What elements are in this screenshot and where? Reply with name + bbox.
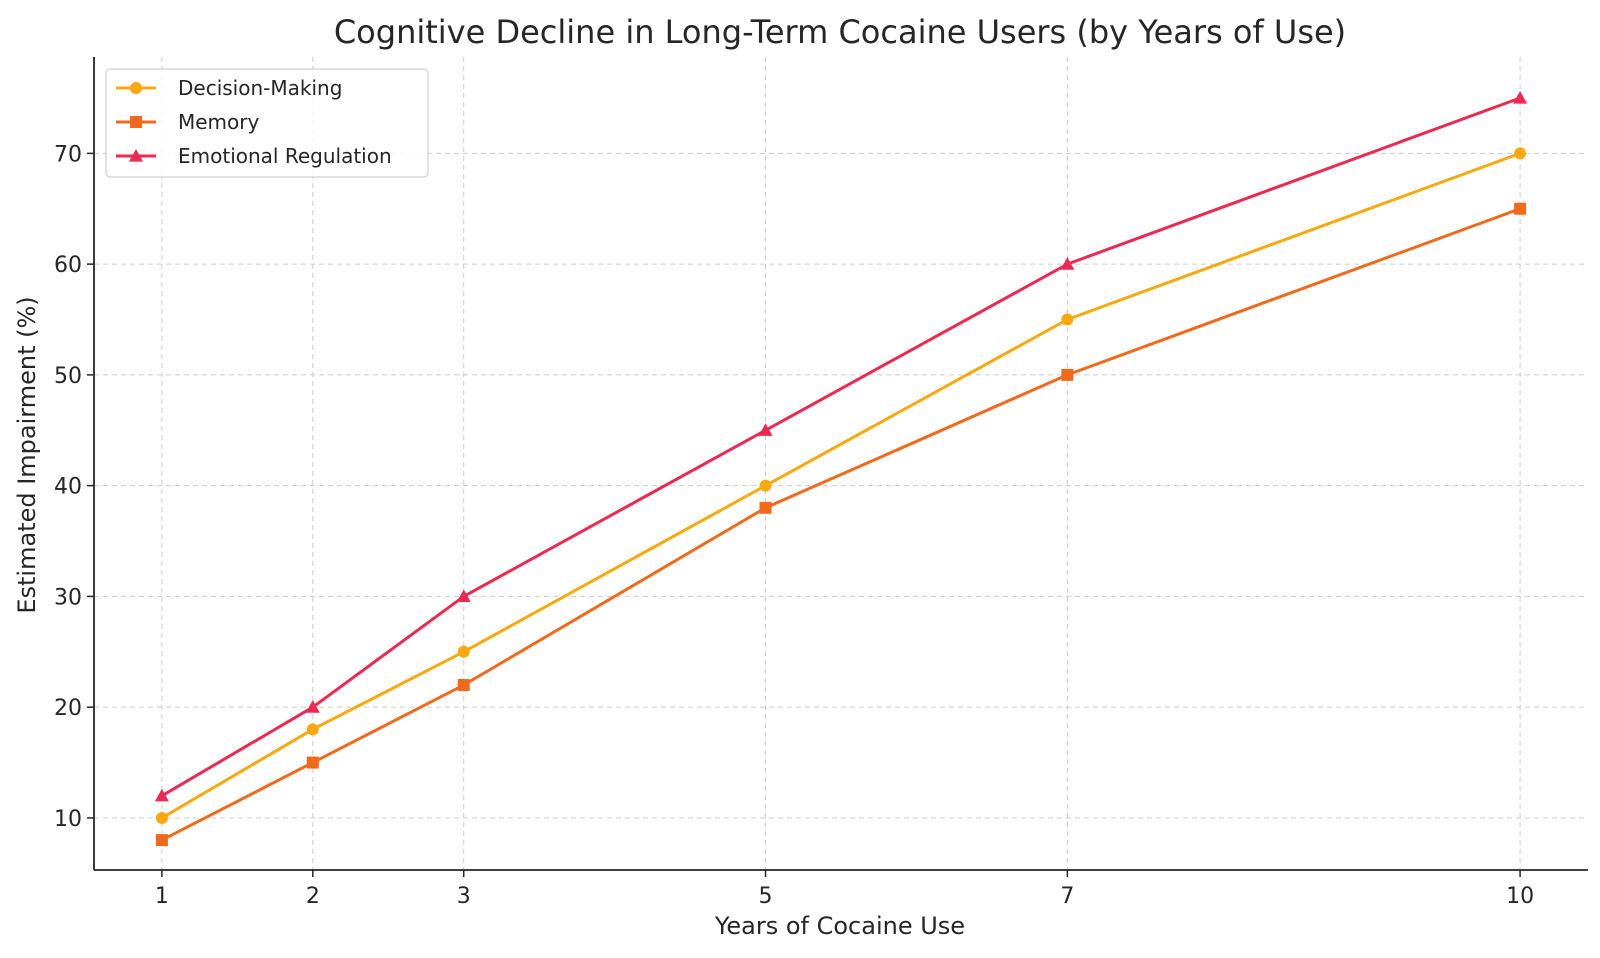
data-point-memory xyxy=(457,679,470,692)
data-point-emotional-regulation xyxy=(1513,90,1528,104)
y-axis-label: Estimated Impairment (%) xyxy=(13,296,41,613)
y-tick-label: 20 xyxy=(54,696,82,721)
legend-item-emotional-regulation: Emotional Regulation xyxy=(116,144,392,168)
data-point-decision-making xyxy=(306,723,319,736)
chart-title: Cognitive Decline in Long-Term Cocaine U… xyxy=(334,13,1346,51)
series-decision-making xyxy=(155,147,1527,824)
legend-label: Emotional Regulation xyxy=(178,144,392,168)
series-line-emotional-regulation xyxy=(161,96,1521,798)
data-point-decision-making xyxy=(155,811,168,824)
series-memory xyxy=(155,202,1527,847)
legend-box xyxy=(105,68,429,178)
axes xyxy=(87,57,1588,877)
legend-marker xyxy=(129,149,143,162)
data-point-emotional-regulation xyxy=(456,589,471,603)
data-point-emotional-regulation xyxy=(758,423,773,436)
x-tick-label: 10 xyxy=(1506,884,1534,909)
y-tick-label: 10 xyxy=(54,807,82,832)
data-point-decision-making xyxy=(1061,313,1074,326)
y-tick-label: 30 xyxy=(54,585,82,610)
data-point-decision-making xyxy=(759,479,772,492)
legend-label: Decision-Making xyxy=(178,76,342,100)
series-emotional-regulation xyxy=(154,90,1528,802)
x-axis-label: Years of Cocaine Use xyxy=(714,912,965,940)
legend-marker xyxy=(130,116,142,128)
legend-item-decision-making: Decision-Making xyxy=(116,76,342,100)
legend-label: Memory xyxy=(178,110,260,134)
x-tick-label: 3 xyxy=(457,884,471,909)
data-point-decision-making xyxy=(1514,147,1527,160)
x-tick-label: 2 xyxy=(306,884,320,909)
x-tick-label: 7 xyxy=(1060,884,1074,909)
data-point-memory xyxy=(1061,368,1074,381)
data-point-emotional-regulation xyxy=(305,700,320,713)
x-tick-label: 5 xyxy=(759,884,773,909)
y-tick-label: 60 xyxy=(54,253,82,278)
data-point-memory xyxy=(1514,202,1527,215)
x-tick-label: 1 xyxy=(155,884,169,909)
y-tick-label: 70 xyxy=(54,142,82,167)
data-point-emotional-regulation xyxy=(1060,257,1075,270)
legend: Decision-Making Memory Emotional Regulatio… xyxy=(105,68,429,178)
series-line-memory xyxy=(161,207,1521,842)
data-point-decision-making xyxy=(457,645,470,658)
data-point-emotional-regulation xyxy=(154,788,169,802)
data-point-memory xyxy=(306,756,319,769)
y-tick-label: 50 xyxy=(54,364,82,389)
series-line-decision-making xyxy=(161,151,1521,820)
grid xyxy=(94,57,1588,870)
tick-labels: 1 2 3 5 7 10 10 20 30 40 50 60 70 xyxy=(54,142,1534,909)
legend-marker xyxy=(130,82,142,94)
y-tick-label: 40 xyxy=(54,475,82,500)
legend-item-memory: Memory xyxy=(116,110,260,134)
data-point-memory xyxy=(759,501,772,514)
series-group xyxy=(154,90,1528,847)
data-point-memory xyxy=(155,834,168,847)
